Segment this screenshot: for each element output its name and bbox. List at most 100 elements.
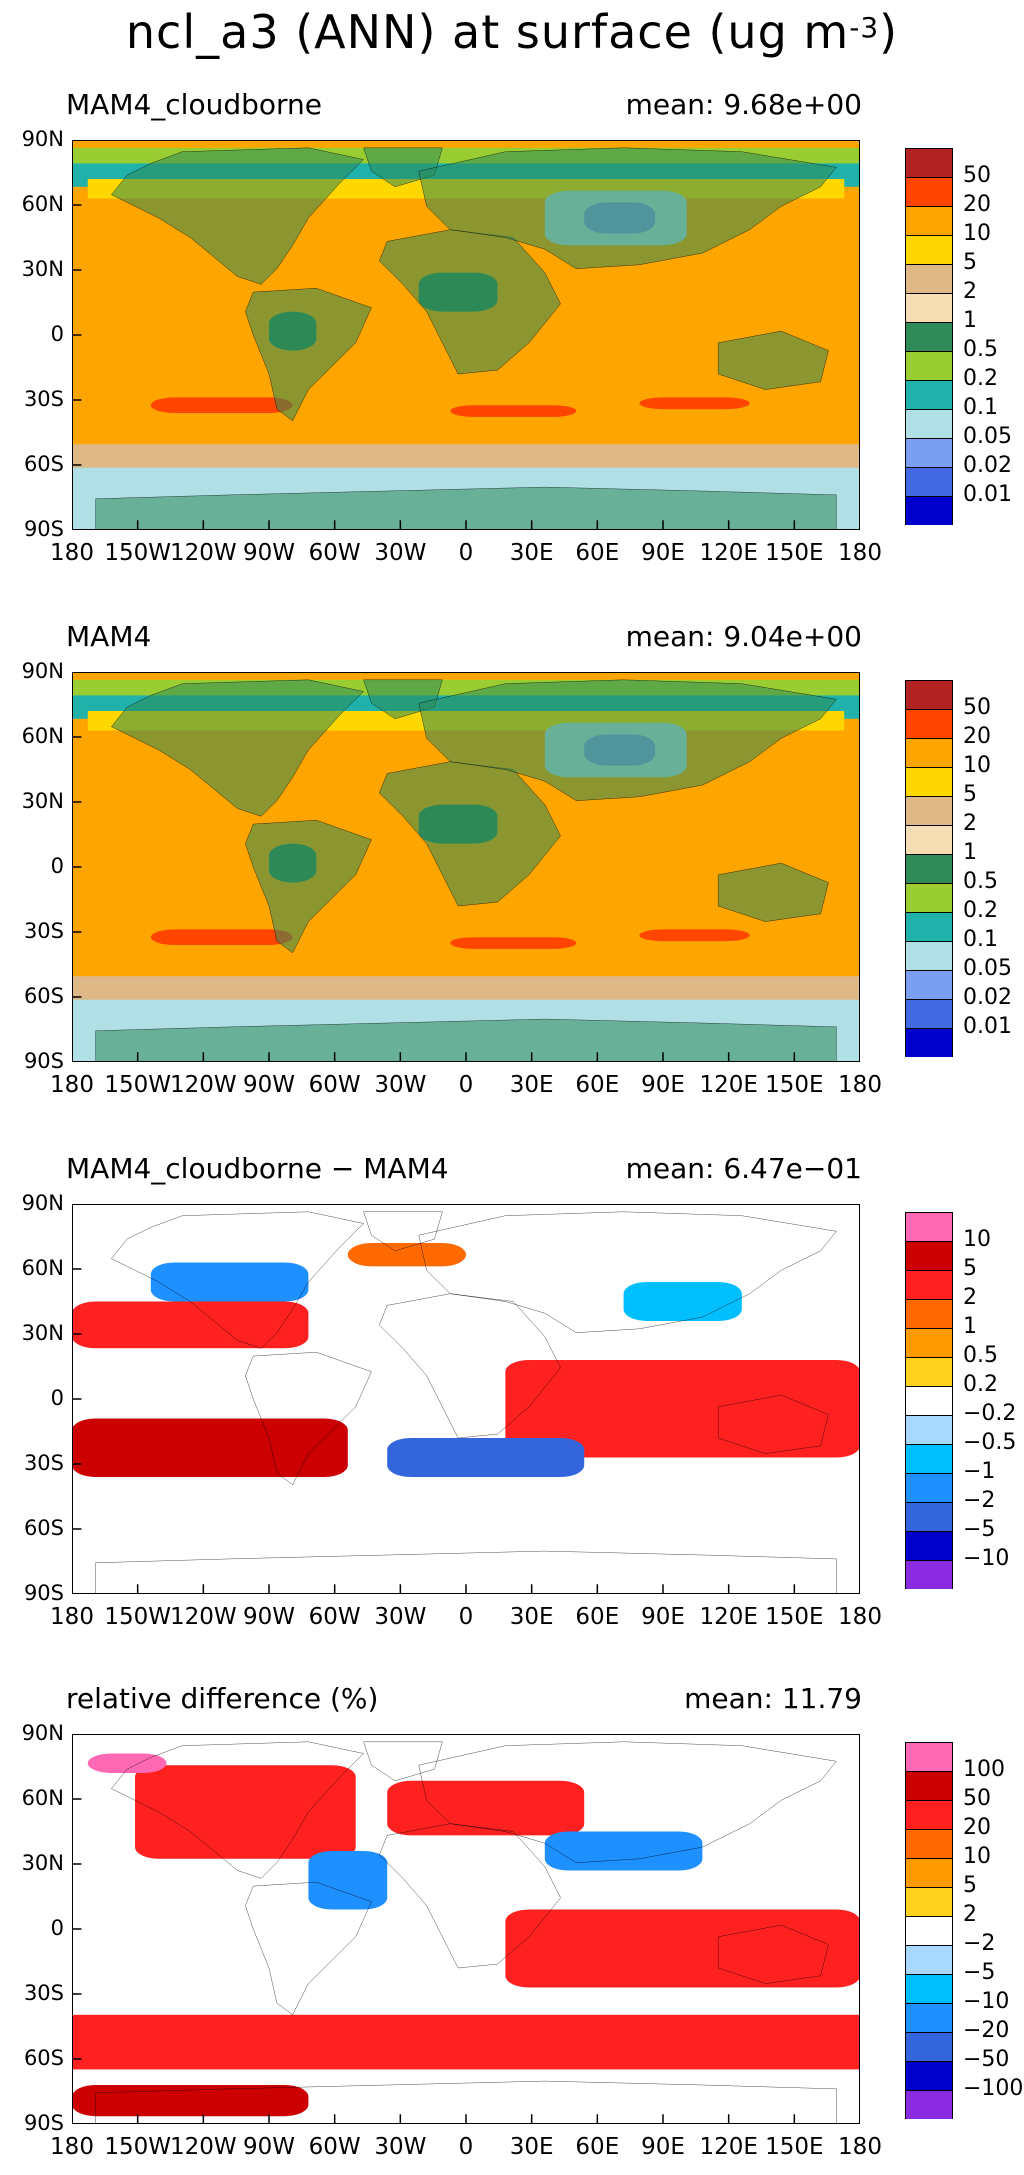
figure-title: ncl_a3 (ANN) at surface (ug m-3) xyxy=(0,0,1024,64)
colorbar-label: 50 xyxy=(963,1786,991,1811)
lon-tick-label: 90E xyxy=(641,2134,685,2160)
colorbar-label: 0.2 xyxy=(963,898,998,923)
colorbar-label: −100 xyxy=(963,2076,1024,2101)
colorbar-swatch xyxy=(905,1386,953,1416)
colorbar-label: 5 xyxy=(963,250,977,275)
lon-tick-label: 0 xyxy=(458,1072,474,1098)
colorbar-swatch xyxy=(905,2003,953,2033)
lat-tick-label: 90N xyxy=(21,1191,64,1215)
colorbar-label: 5 xyxy=(963,1256,977,1281)
colorbar-swatch xyxy=(905,941,953,971)
colorbar-swatch xyxy=(905,1887,953,1917)
colorbar-swatch xyxy=(905,680,953,710)
lon-tick-label: 90W xyxy=(242,1604,296,1630)
colorbar-swatch xyxy=(905,1028,953,1057)
lon-tick-label: 90W xyxy=(242,2134,296,2160)
lon-tick-label: 180 xyxy=(838,1604,882,1630)
lon-tick-label: 150W xyxy=(104,1604,171,1630)
colorbar-label: 0.1 xyxy=(963,395,998,420)
lon-tick-label: 150W xyxy=(104,2134,171,2160)
lon-tick-label: 150W xyxy=(104,1072,171,1098)
colorbar-label: −0.2 xyxy=(963,1401,1017,1426)
field-region xyxy=(72,444,860,468)
colorbar-label: 0.01 xyxy=(963,1014,1012,1039)
colorbar-swatch xyxy=(905,796,953,826)
lon-tick-label: 60W xyxy=(308,1604,361,1630)
colorbar-label: 0.01 xyxy=(963,482,1012,507)
colorbar-label: 100 xyxy=(963,1757,1005,1782)
lon-tick-label: 150W xyxy=(104,540,171,566)
lon-tick-label: 90E xyxy=(641,1604,685,1630)
colorbar-label: −2 xyxy=(963,1488,996,1513)
colorbar-swatch xyxy=(905,1742,953,1772)
colorbar-swatch xyxy=(905,2090,953,2119)
coastline-antarctica xyxy=(96,1551,837,1594)
colorbar-label: 0.02 xyxy=(963,985,1012,1010)
lat-tick-label: 0 xyxy=(50,1386,64,1410)
colorbar-label: 20 xyxy=(963,724,991,749)
lon-tick-label: 120E xyxy=(699,2134,758,2160)
colorbar-label: −2 xyxy=(963,1931,996,1956)
field-region xyxy=(387,1780,585,1836)
colorbar-swatch xyxy=(905,1299,953,1329)
field-region xyxy=(72,2085,309,2117)
colorbar-swatch xyxy=(905,709,953,739)
colorbar-label: 0.5 xyxy=(963,1343,998,1368)
colorbar-label: −5 xyxy=(963,1960,996,1985)
panel-label: relative difference (%) xyxy=(66,1682,379,1715)
colorbar-swatch xyxy=(905,1473,953,1503)
colorbar-swatch xyxy=(905,1829,953,1859)
lon-tick-label: 180 xyxy=(838,1072,882,1098)
lon-tick-label: 60E xyxy=(575,1604,620,1630)
lat-tick-label: 30N xyxy=(21,1851,64,1875)
coastline-north-america xyxy=(111,148,363,284)
colorbar-label: 10 xyxy=(963,753,991,778)
coastline-south-america xyxy=(245,1882,371,2015)
lon-tick-label: 30W xyxy=(374,540,427,566)
colorbar-label: 20 xyxy=(963,1815,991,1840)
panel-mean: mean: 9.04e+00 xyxy=(625,620,862,653)
colorbar-label: 10 xyxy=(963,221,991,246)
lat-tick-label: 90S xyxy=(23,2111,64,2135)
lon-tick-label: 60E xyxy=(575,2134,620,2160)
colorbar-swatch xyxy=(905,1415,953,1445)
colorbar-label: 2 xyxy=(963,811,977,836)
map-plot xyxy=(72,1734,860,2124)
colorbar-swatch xyxy=(905,1270,953,1300)
coastline-antarctica xyxy=(96,1019,837,1062)
figure-title-superscript: -3 xyxy=(849,11,880,44)
coastline-australia xyxy=(718,1395,828,1454)
colorbar-swatch xyxy=(905,148,953,178)
lon-tick-label: 60W xyxy=(308,540,361,566)
lon-tick-label: 30W xyxy=(374,1604,427,1630)
lon-tick-label: 90W xyxy=(242,540,296,566)
coastline-eurasia xyxy=(419,680,837,801)
lon-tick-label: 60W xyxy=(308,2134,361,2160)
colorbar-swatch xyxy=(905,206,953,236)
coastline-antarctica xyxy=(96,2081,837,2124)
map-plot xyxy=(72,672,860,1062)
field-region xyxy=(387,1438,585,1477)
lon-tick-label: 150E xyxy=(765,1072,824,1098)
lon-tick-label: 120E xyxy=(699,540,758,566)
panel-mean: mean: 9.68e+00 xyxy=(625,88,862,121)
lat-tick-label: 90N xyxy=(21,127,64,151)
lon-tick-label: 180 xyxy=(50,2134,94,2160)
lon-tick-label: 0 xyxy=(458,540,474,566)
colorbar-swatch xyxy=(905,351,953,381)
lon-tick-label: 150E xyxy=(765,540,824,566)
lon-tick-label: 30W xyxy=(374,2134,427,2160)
field-region xyxy=(450,937,577,949)
colorbar-swatch xyxy=(905,1858,953,1888)
colorbar-swatch xyxy=(905,2032,953,2062)
lat-tick-label: 90S xyxy=(23,517,64,541)
colorbar-label: 2 xyxy=(963,1902,977,1927)
colorbar-swatch xyxy=(905,293,953,323)
colorbar-label: −0.5 xyxy=(963,1430,1017,1455)
colorbar-label: 0.1 xyxy=(963,927,998,952)
panel-mean: mean: 11.79 xyxy=(684,1682,862,1715)
colorbar-label: −10 xyxy=(963,1546,1010,1571)
coastline-eurasia xyxy=(419,148,837,269)
colorbar-swatch xyxy=(905,767,953,797)
lat-tick-label: 60S xyxy=(23,2046,64,2070)
